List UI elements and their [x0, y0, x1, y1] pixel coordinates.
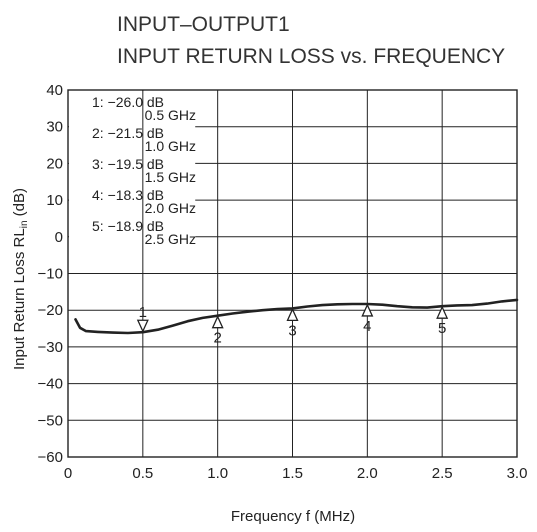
- y-tick-label: 30: [46, 119, 63, 136]
- legend-entry-value: 4: −18.3 dB: [92, 187, 164, 203]
- tick-labels: 0 0.5 1.0 1.5 2.0 2.5 3.0 40 30 20 10 0 −10 −20 −30 −40…: [38, 82, 528, 482]
- legend-box: 1: −26.0 dB0.5 GHz 2: −21.5 dB1.0 GHz 3: −…: [92, 90, 196, 274]
- series-line-return-loss: [74, 298, 519, 335]
- y-tick-label: −60: [38, 449, 63, 466]
- y-axis-label-main: Input Return Loss RL: [11, 228, 28, 370]
- legend-entry-value: 1: −26.0 dB: [92, 94, 164, 110]
- x-tick-label: 3.0: [507, 465, 528, 482]
- marker-label: 3: [288, 322, 296, 339]
- y-tick-label: −20: [38, 302, 63, 319]
- legend-box-background: [69, 91, 196, 273]
- x-tick-label: 0: [64, 465, 72, 482]
- y-axis-label: Input Return Loss RLin (dB): [11, 188, 30, 370]
- marker-label: 1: [139, 304, 147, 321]
- x-axis-label: Frequency f (MHz): [231, 508, 355, 525]
- x-tick-label: 2.0: [357, 465, 378, 482]
- y-tick-label: −40: [38, 376, 63, 393]
- legend-entry-frequency: 1.0 GHz: [145, 138, 196, 154]
- marker-triangle: [211, 315, 224, 329]
- legend-entry-value: 5: −18.9 dB: [92, 218, 164, 234]
- y-tick-label: −30: [38, 339, 63, 356]
- y-tick-label: 20: [46, 155, 63, 172]
- y-tick-label: 40: [46, 82, 63, 99]
- x-tick-label: 1.0: [207, 465, 228, 482]
- x-tick-label: 1.5: [282, 465, 303, 482]
- legend-entry-value: 3: −19.5 dB: [92, 156, 164, 172]
- marker-triangle: [436, 305, 449, 319]
- marker-triangle: [286, 307, 299, 322]
- legend-entry-frequency: 2.5 GHz: [145, 231, 196, 247]
- x-tick-label: 2.5: [432, 465, 453, 482]
- y-axis-label-subscript: in: [19, 220, 30, 228]
- chart-title-line-2: INPUT RETURN LOSS vs. FREQUENCY: [117, 45, 505, 68]
- chart-title-line-1: INPUT–OUTPUT1: [117, 13, 290, 36]
- marker-label: 4: [363, 318, 371, 335]
- legend-entry-frequency: 1.5 GHz: [145, 169, 196, 185]
- y-axis-label-unit: (dB): [11, 188, 28, 221]
- marker-triangle: [136, 319, 149, 333]
- marker-triangle: [361, 303, 374, 317]
- markers: 1 2 3 4 5: [136, 303, 449, 347]
- y-tick-label: −50: [38, 412, 63, 429]
- legend-entry-value: 2: −21.5 dB: [92, 125, 164, 141]
- y-tick-label: 10: [46, 192, 63, 209]
- y-tick-label: −10: [38, 266, 63, 283]
- legend-entry-frequency: 2.0 GHz: [145, 200, 196, 216]
- legend-entry-frequency: 0.5 GHz: [145, 107, 196, 123]
- plot-frame: [67, 89, 518, 458]
- x-tick-label: 0.5: [132, 465, 153, 482]
- y-tick-label: 0: [55, 229, 63, 246]
- marker-label: 5: [438, 320, 446, 337]
- marker-label: 2: [213, 330, 221, 347]
